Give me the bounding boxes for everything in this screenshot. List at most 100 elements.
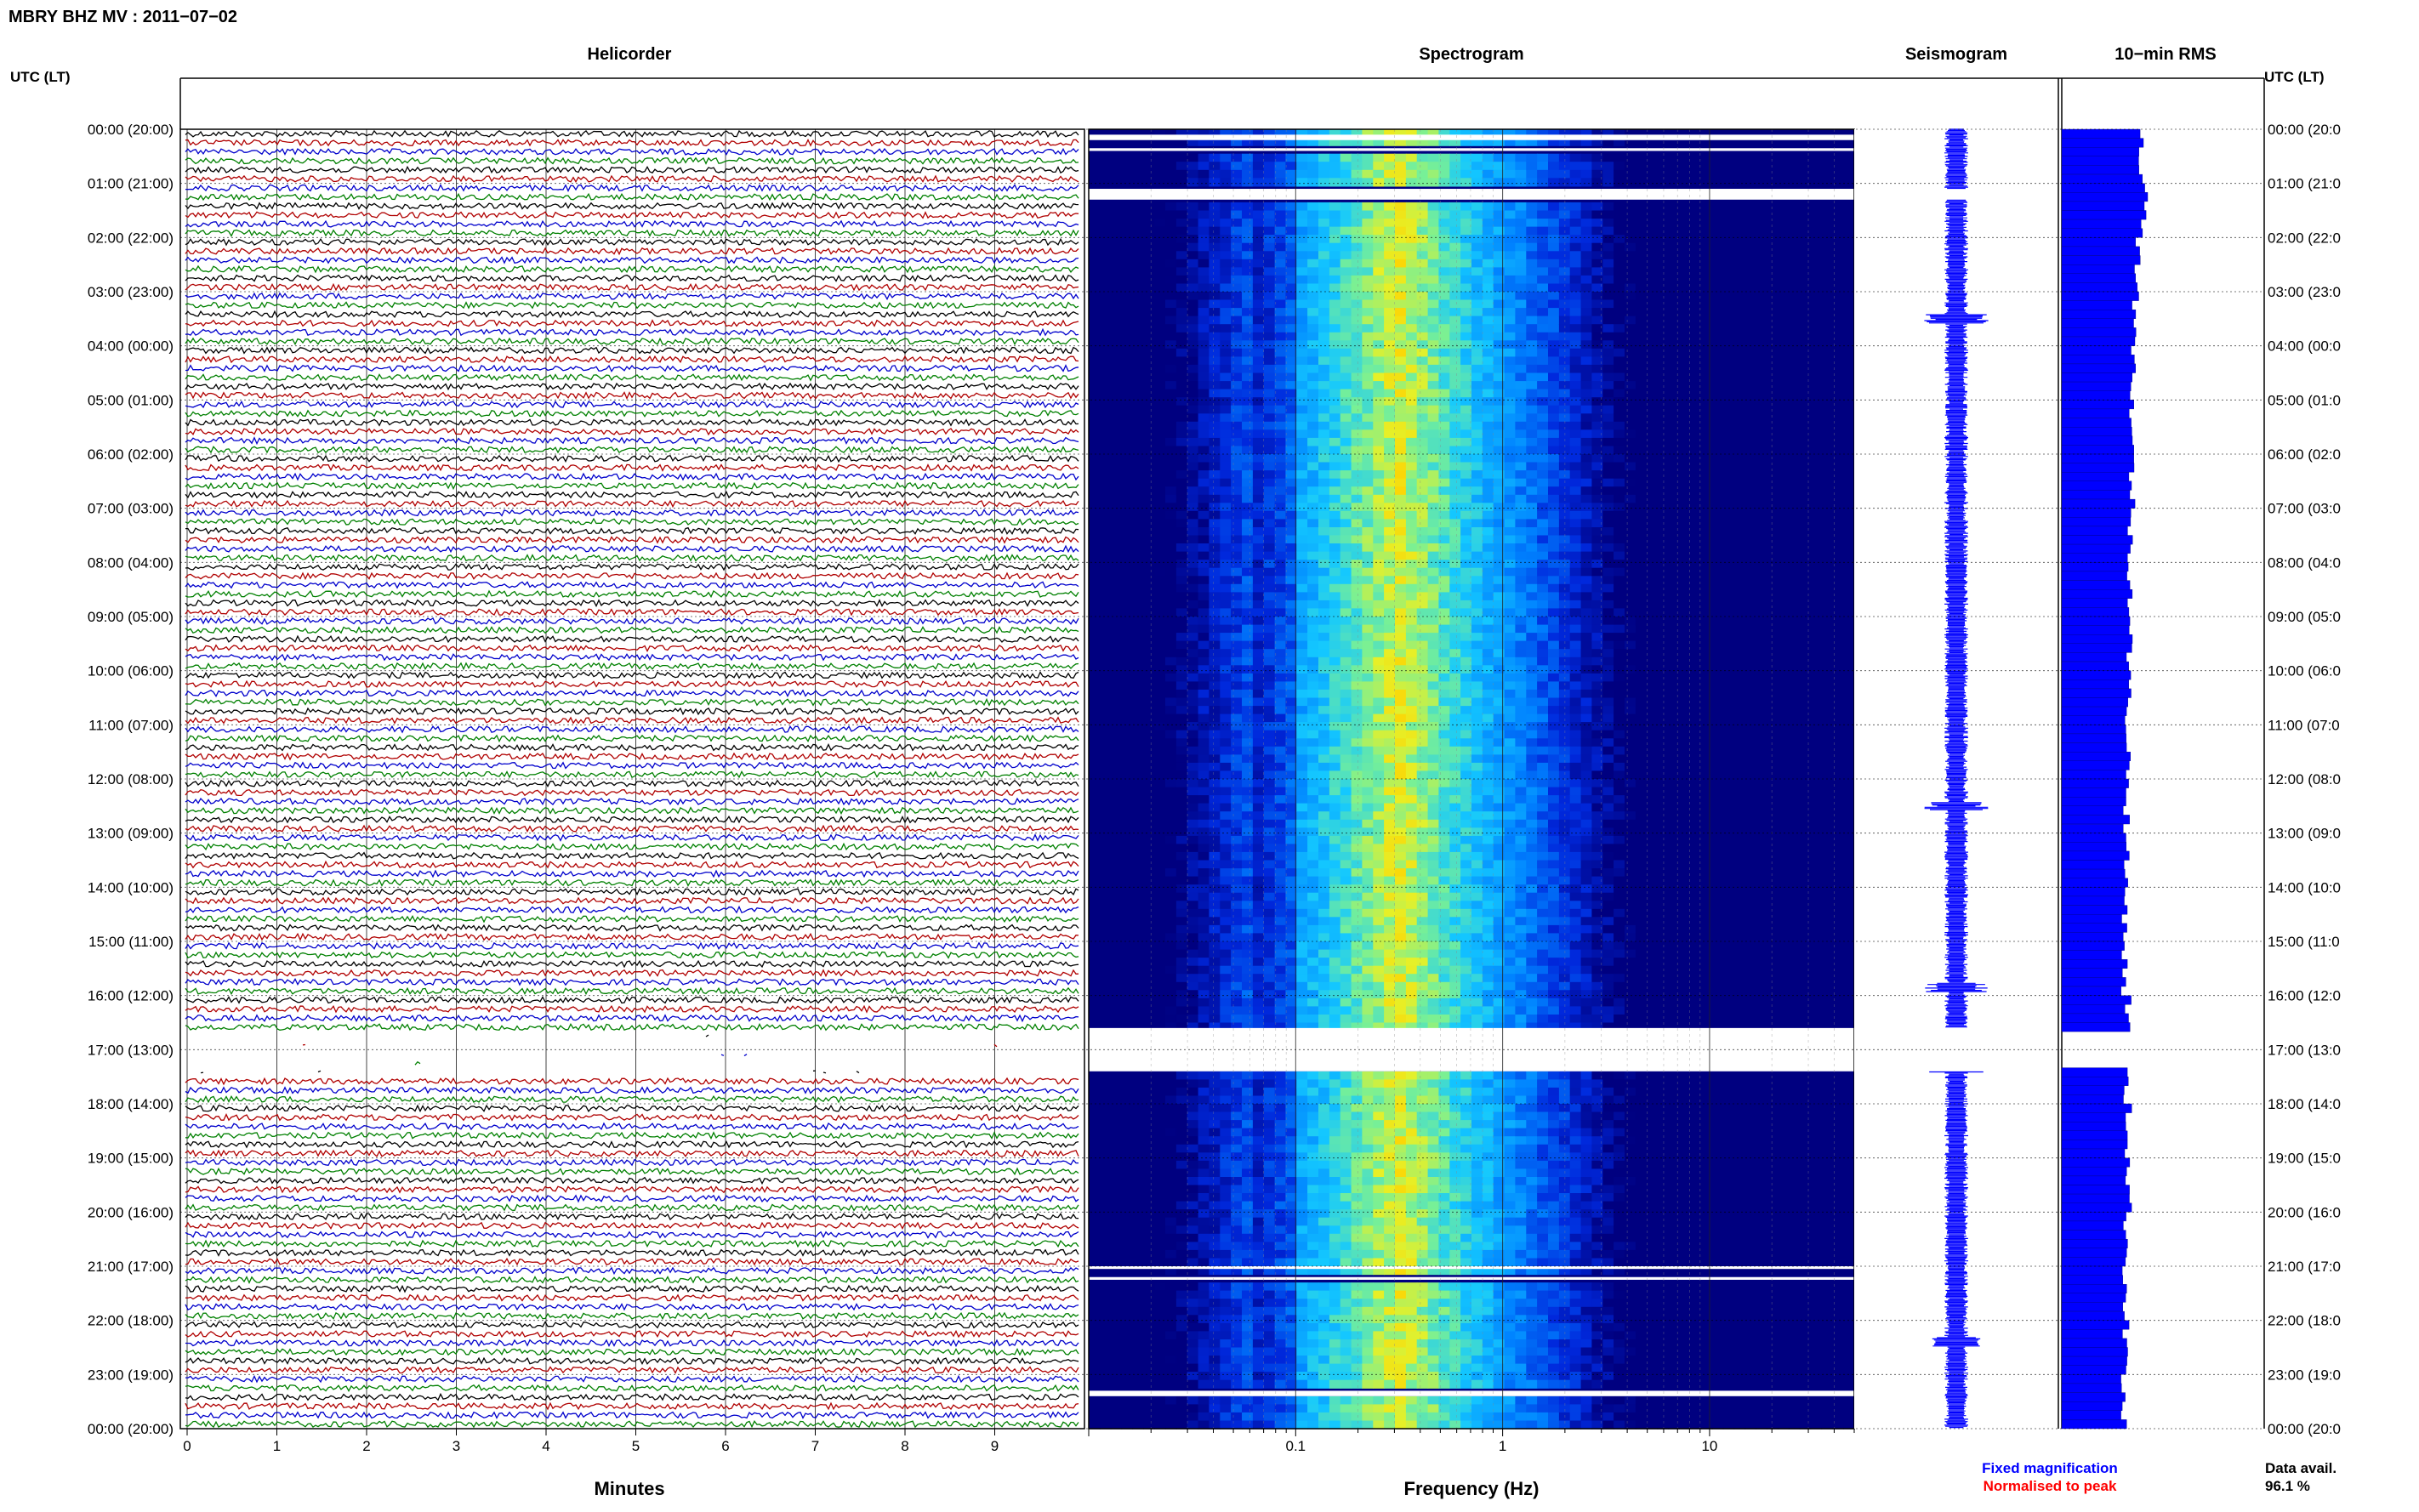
- spectrogram-cell: [1362, 315, 1374, 325]
- spectrogram-cell: [1110, 713, 1123, 723]
- spectrogram-cell: [1089, 1299, 1101, 1308]
- spectrogram-cell: [1307, 941, 1319, 951]
- spectrogram-cell: [1263, 275, 1276, 285]
- spectrogram-cell: [1099, 494, 1112, 503]
- spectrogram-cell: [1175, 308, 1188, 317]
- spectrogram-cell: [1307, 868, 1319, 878]
- spectrogram-cell: [1427, 519, 1440, 528]
- spectrogram-cell: [1340, 510, 1352, 520]
- spectrogram-cell: [1263, 1412, 1276, 1422]
- spectrogram-cell: [1263, 917, 1276, 926]
- spectrogram-cell: [1132, 795, 1144, 804]
- spectrogram-cell: [1154, 617, 1166, 626]
- spectrogram-cell: [1427, 275, 1440, 285]
- spectrogram-cell: [1099, 860, 1112, 869]
- spectrogram-cell: [1187, 470, 1199, 480]
- spectrogram-cell: [1252, 259, 1265, 268]
- spectrogram-cell: [1209, 259, 1221, 268]
- spectrogram-cell: [1318, 332, 1330, 341]
- spectrogram-cell: [1351, 356, 1363, 366]
- spectrogram-cell: [1175, 494, 1188, 503]
- spectrogram-cell: [1143, 1201, 1155, 1210]
- spectrogram-cell: [1089, 1266, 1101, 1276]
- spectrogram-cell: [1143, 770, 1155, 780]
- spectrogram-cell: [1384, 1079, 1396, 1089]
- spectrogram-cell: [1285, 795, 1297, 804]
- spectrogram-cell: [1340, 1404, 1352, 1413]
- spectrogram-cell: [1187, 1201, 1199, 1210]
- spectrogram-cell: [1362, 819, 1374, 828]
- spectrogram-cell: [1132, 202, 1144, 212]
- spectrogram-cell: [1198, 308, 1210, 317]
- spectrogram-cell: [1099, 958, 1112, 967]
- spectrogram-cell: [1242, 478, 1254, 487]
- spectrogram-cell: [1318, 1120, 1330, 1129]
- spectrogram-cell: [1318, 242, 1330, 252]
- spectrogram-cell: [1187, 868, 1199, 878]
- spectrogram-cell: [1405, 762, 1418, 772]
- spectrogram-cell: [1132, 1015, 1144, 1024]
- spectrogram-cell: [1187, 746, 1199, 755]
- spectrogram-cell: [1198, 1104, 1210, 1113]
- spectrogram-cell: [1427, 162, 1440, 171]
- spectrogram-cell: [1340, 844, 1352, 853]
- spectrogram-cell: [1110, 901, 1123, 910]
- spectrogram-cell: [1318, 1152, 1330, 1162]
- spectrogram-cell: [1373, 933, 1385, 942]
- spectrogram-cell: [1329, 835, 1341, 845]
- spectrogram-cell: [1427, 356, 1440, 366]
- spectrogram-cell: [1285, 535, 1297, 544]
- spectrogram-cell: [1143, 308, 1155, 317]
- spectrogram-cell: [1362, 1282, 1374, 1292]
- spectrogram-cell: [1187, 494, 1199, 503]
- spectrogram-cell: [1252, 1356, 1265, 1365]
- spectrogram-cell: [1231, 779, 1243, 788]
- spectrogram-cell: [1362, 722, 1374, 731]
- spectrogram-cell: [1110, 1412, 1123, 1422]
- spectrogram-cell: [1395, 332, 1407, 341]
- spectrogram-cell: [1089, 892, 1101, 901]
- spectrogram-cell: [1384, 990, 1396, 999]
- spectrogram-cell: [1373, 1015, 1385, 1024]
- spectrogram-cell: [1198, 835, 1210, 845]
- spectrogram-cell: [1405, 503, 1418, 512]
- spectrogram-cell: [1416, 535, 1429, 544]
- spectrogram-cell: [1296, 851, 1308, 861]
- spectrogram-cell: [1329, 251, 1341, 260]
- spectrogram-cell: [1110, 1120, 1123, 1129]
- spectrogram-cell: [1395, 372, 1407, 382]
- spectrogram-cell: [1187, 787, 1199, 796]
- spectrogram-cell: [1143, 137, 1155, 146]
- spectrogram-cell: [1362, 340, 1374, 350]
- spectrogram-cell: [1340, 219, 1352, 228]
- spectrogram-cell: [1427, 811, 1440, 821]
- helicorder-trace: [185, 138, 1079, 147]
- spectrogram-cell: [1175, 242, 1188, 252]
- spectrogram-cell: [1209, 348, 1221, 357]
- spectrogram-cell: [1143, 689, 1155, 699]
- spectrogram-cell: [1395, 965, 1407, 975]
- spectrogram-cell: [1099, 819, 1112, 828]
- spectrogram-cell: [1296, 795, 1308, 804]
- spectrogram-cell: [1209, 413, 1221, 423]
- spectrogram-cell: [1307, 1282, 1319, 1292]
- spectrogram-cell: [1198, 917, 1210, 926]
- spectrogram-cell: [1263, 510, 1276, 520]
- spectrogram-cell: [1231, 1404, 1243, 1413]
- spectrogram-cell: [1187, 811, 1199, 821]
- spectrogram-cell: [1209, 738, 1221, 747]
- spectrogram-cell: [1384, 421, 1396, 430]
- spectrogram-cell: [1175, 633, 1188, 642]
- spectrogram-cell: [1395, 1095, 1407, 1105]
- spectrogram-cell: [1252, 421, 1265, 430]
- spectrogram-cell: [1089, 941, 1101, 951]
- spectrogram-cell: [1416, 908, 1429, 918]
- spectrogram-cell: [1395, 851, 1407, 861]
- spectrogram-cell: [1143, 633, 1155, 642]
- spectrogram-cell: [1209, 608, 1221, 617]
- spectrogram-cell: [1132, 1412, 1144, 1422]
- spectrogram-cell: [1416, 901, 1429, 910]
- spectrogram-cell: [1143, 1185, 1155, 1194]
- spectrogram-cell: [1198, 226, 1210, 236]
- spectrogram-cell: [1143, 454, 1155, 463]
